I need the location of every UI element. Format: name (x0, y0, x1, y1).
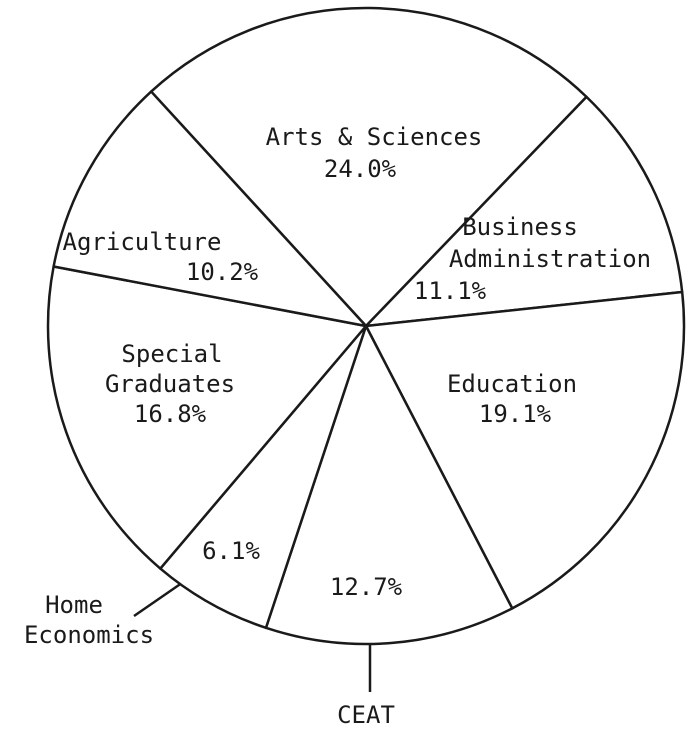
value-label: 16.8% (134, 400, 207, 428)
slice-label: Special Graduates (105, 340, 235, 398)
slice-label: Business Administration (449, 213, 651, 273)
slice-label-line: Administration (449, 245, 651, 273)
pie-slice (159, 324, 368, 630)
pie-slice (149, 6, 588, 328)
slice-label: CEAT (337, 701, 395, 729)
pie-slice (364, 290, 686, 610)
value-label: 11.1% (414, 277, 487, 305)
slice-label-line: Economics (24, 621, 154, 649)
value-label: 24.0% (324, 155, 397, 183)
slice-label: Education (447, 370, 577, 398)
slice-label-line: Graduates (105, 370, 235, 398)
value-label: 6.1% (202, 537, 260, 565)
value-label: 10.2% (186, 258, 259, 286)
pie-slice (264, 324, 514, 646)
slice-label: Home Economics (24, 591, 154, 649)
pie-slice (52, 90, 368, 328)
pie-slice (46, 265, 368, 570)
slice-label: Agriculture (63, 228, 222, 256)
slice-label-line: Business (462, 213, 578, 241)
slice-label: Arts & Sciences (266, 123, 483, 151)
value-label: 19.1% (479, 400, 552, 428)
slice-label-line: Special (121, 340, 222, 368)
value-label: 12.7% (330, 573, 403, 601)
slice-label-line: Home (45, 591, 103, 619)
pie-slice (364, 95, 684, 328)
